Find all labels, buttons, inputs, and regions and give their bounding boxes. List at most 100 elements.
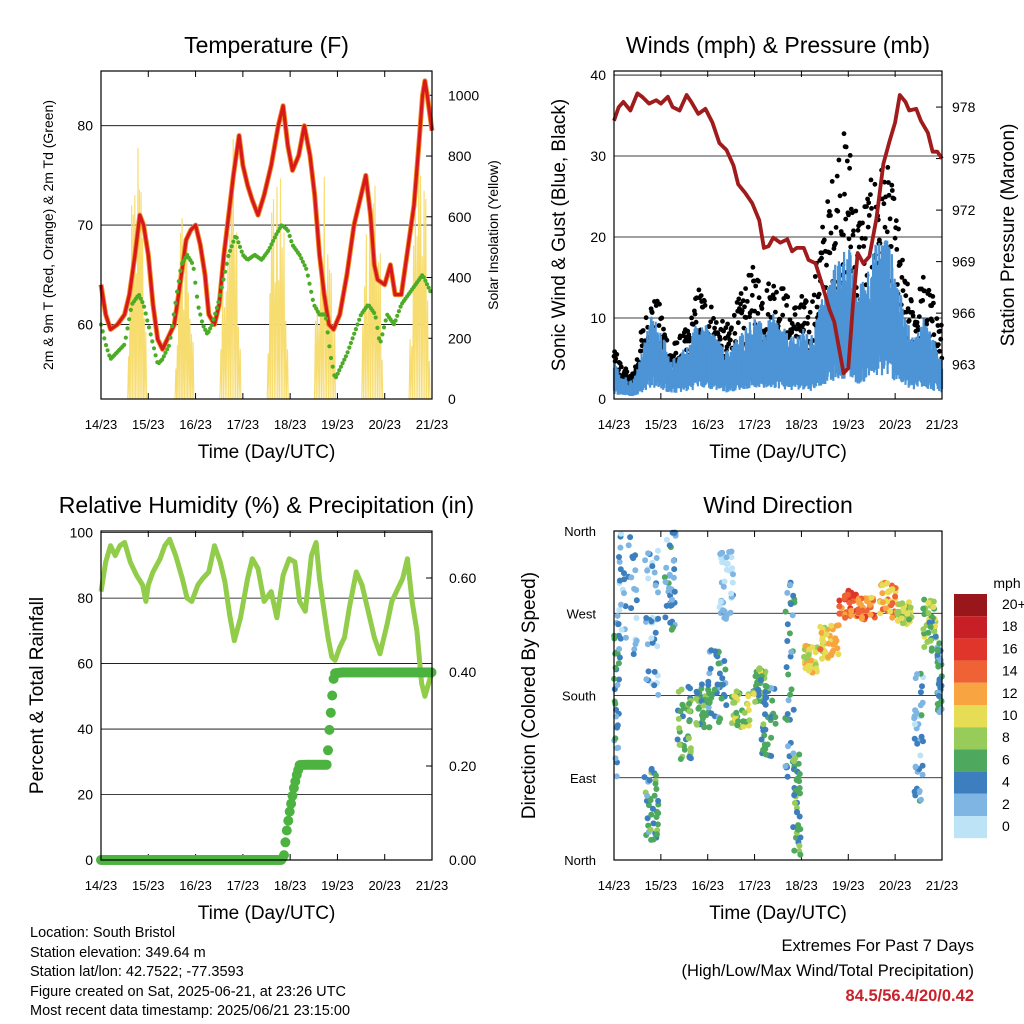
temperature-dewpoint-point [424,282,430,287]
direction-wind-dir-point [616,558,623,565]
temperature-dewpoint-point [223,269,228,274]
temperature-dewpoint-point [267,245,272,250]
extremes-title: Extremes For Past 7 Days [781,937,974,955]
direction-wind-dir-point [785,671,792,678]
temperature-dewpoint-point [337,368,342,373]
direction-wind-dir-point [650,836,657,843]
temperature-dewpoint-point [305,273,310,278]
winds-gust-point [828,213,833,218]
humidity-y2tick-label: 0.40 [449,664,476,680]
temperature-dewpoint-point [145,318,150,323]
direction-wind-dir-point [906,599,912,606]
direction-wind-dir-point [618,601,624,608]
direction-wind-dir-point [919,683,925,690]
temperature-dewpoint-point [125,326,130,331]
direction-wind-dir-point [693,695,700,702]
temperature-dewpoint-point [352,331,357,336]
temperature-solar-day-2 [174,218,196,400]
direction-wind-dir-point [835,622,842,629]
winds-gust-point [842,191,847,197]
direction-wind-dir-point [900,605,907,612]
temperature-dewpoint-point [150,339,155,344]
direction-wind-dir-point [727,609,734,616]
temperature-dewpoint-point [383,318,388,323]
direction-wind-dir-point [674,736,681,743]
winds-gust-point [900,288,906,293]
direction-wind-dir-point [918,712,925,719]
winds-y2label: Station Pressure (Maroon) [998,124,1019,347]
temperature-dewpoint-point [168,335,173,340]
direction-wind-dir-point [795,760,802,767]
winds-gust-point [777,317,783,322]
direction-wind-dir-point [761,741,768,748]
direction-wind-dir-point [655,691,662,698]
winds-gust-point [855,227,861,233]
winds-gust-point [866,200,872,206]
direction-wind-dir-point [932,623,939,630]
direction-wind-dir-point [889,614,896,621]
direction-wind-dir-point [663,564,670,571]
temperature-dewpoint-point [338,364,344,369]
direction-wind-dir-point [723,615,729,622]
temperature-dewpoint-point [350,336,355,341]
winds-xtick-label: 19/23 [832,417,865,432]
humidity-xtick-label: 16/23 [179,878,212,893]
direction-wind-dir-point [901,619,908,626]
direction-wind-dir-point [654,831,660,838]
winds-gust-point [843,216,849,222]
direction-wind-dir-point [676,725,683,732]
colorbar-swatch [954,771,987,794]
direction-wind-dir-point [797,834,804,841]
winds-gust-point [814,304,820,310]
temperature-2m-temp-line [99,79,434,351]
direction-wind-dir-point [790,750,797,757]
humidity-precip-point [325,707,336,718]
direction-wind-dir-point [662,614,669,621]
winds-gust-point [774,289,779,295]
winds-y2tick-label: 969 [952,254,976,270]
direction-wind-dir-point [855,597,862,604]
direction-wind-dir-point [817,646,824,653]
winds-xtick-label: 14/23 [598,417,631,432]
winds-gust-point [735,320,741,326]
direction-wind-dir-point [925,599,932,606]
winds-gust-point [742,304,747,310]
direction-wind-dir-point [617,544,624,551]
humidity-ytick-label: 20 [77,787,93,803]
temperature-xtick-label: 19/23 [321,417,354,432]
temperature-dewpoint-point [393,318,398,323]
direction-wind-dir-point [889,586,896,593]
temperature-frame [100,70,433,400]
direction-wind-dir-point [652,780,659,787]
direction-wind-dir-point [817,623,824,630]
humidity-ytick-label: 40 [77,721,93,737]
colorbar-swatch [954,705,987,728]
direction-wind-dir-point [723,702,730,709]
winds-gust-point [819,255,824,261]
temperature-dewpoint-point [398,304,403,309]
direction-wind-dir-point [686,700,693,707]
direction-wind-dir-point [655,797,662,804]
direction-wind-dir-point [760,721,767,728]
direction-wind-dir-point [934,651,941,658]
direction-wind-dir-point [791,847,798,854]
temperature-dewpoint-point [224,261,229,266]
direction-wind-dir-point [746,717,753,724]
direction-wind-dir-point [729,579,736,586]
direction-wind-dir-point [866,601,873,608]
direction-wind-dir-point [898,615,905,622]
direction-wind-dir-point [733,688,740,695]
humidity-frame [100,530,433,861]
direction-wind-dir-point [918,796,924,803]
temperature-dewpoint-point [103,343,109,348]
direction-wind-dir-point [768,734,775,741]
winds-gust-point [848,206,854,212]
direction-wind-dir-point [914,740,921,747]
winds-gust-point [893,218,899,224]
direction-wind-dir-point [934,647,941,654]
direction-wind-dir-point [820,638,827,645]
colorbar-swatch [954,727,987,750]
direction-wind-dir-point [614,612,621,619]
winds-gust-point [851,228,856,234]
direction-wind-dir-point [845,591,851,598]
